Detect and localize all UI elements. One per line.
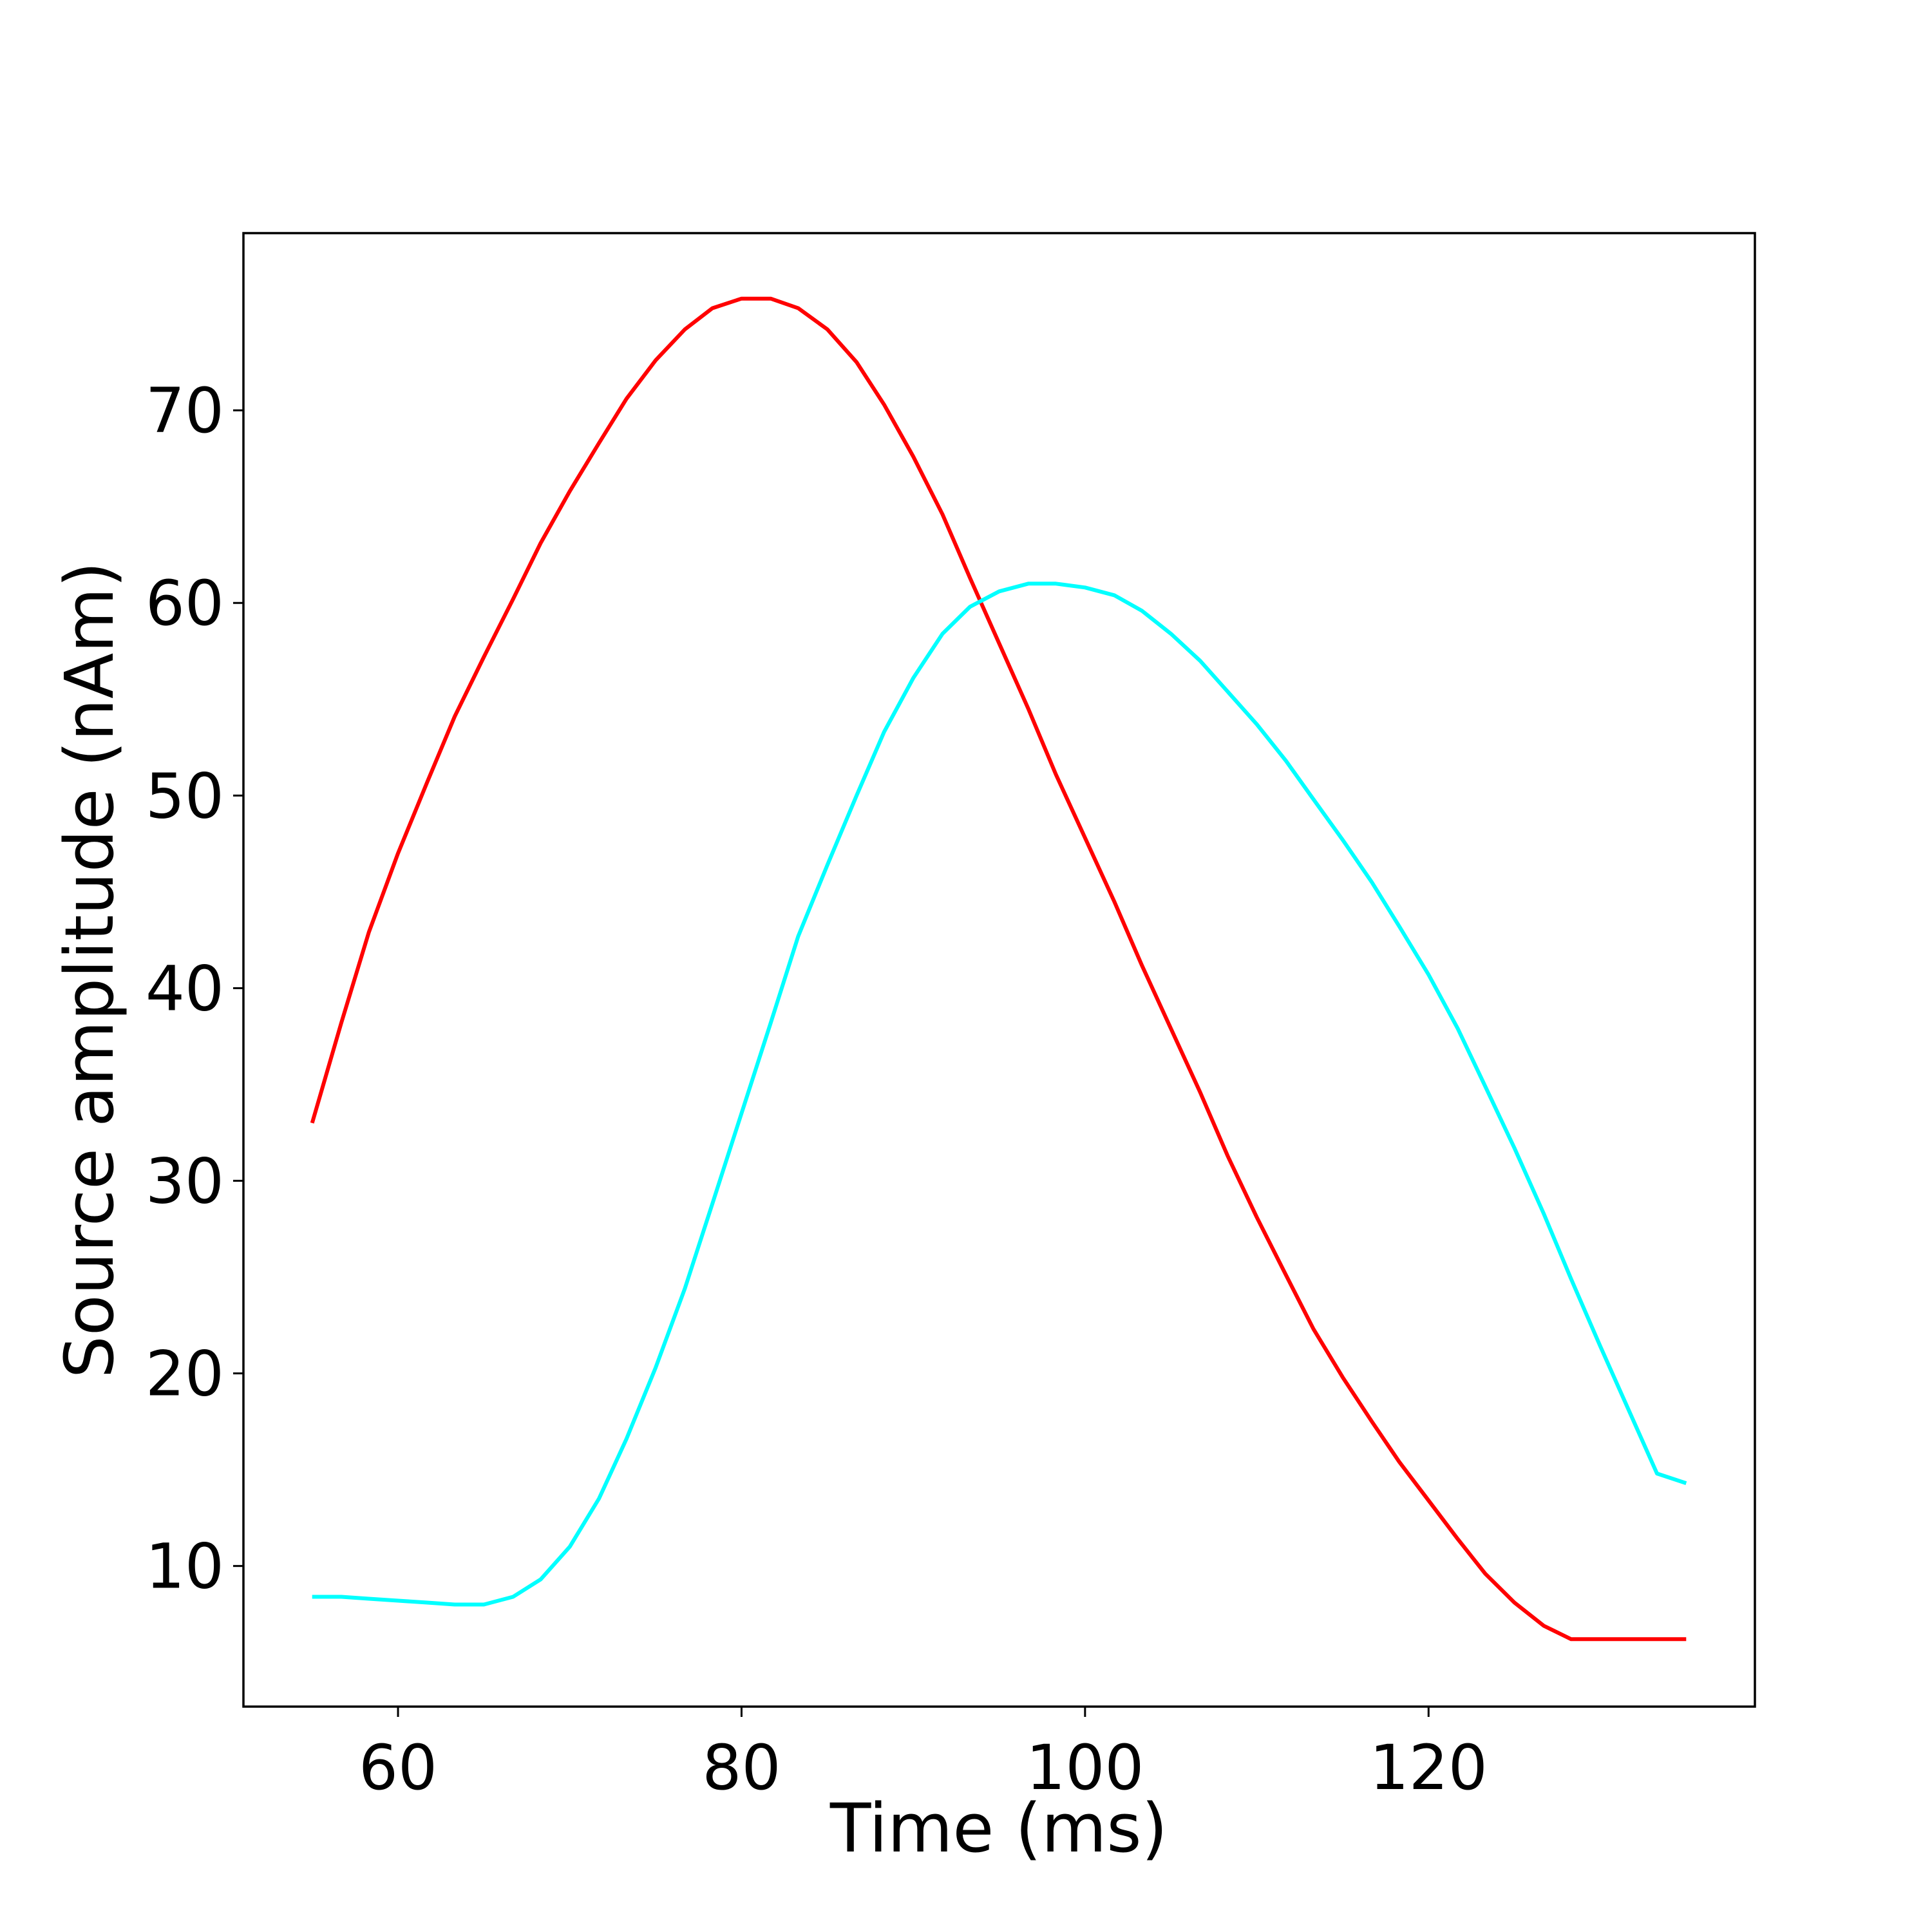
- ticks-layer: 60 80 100 120 10 20 30 40 50 60 70: [146, 375, 1488, 1804]
- x-tick-label: 80: [702, 1732, 781, 1804]
- x-tick-label: 100: [1026, 1732, 1144, 1804]
- y-tick-label: 70: [146, 375, 224, 447]
- y-tick-label: 50: [146, 760, 224, 832]
- y-tick-label: 40: [146, 952, 224, 1025]
- y-tick-label: 60: [146, 567, 224, 639]
- y-axis-label: Source amplitude (nAm): [50, 562, 129, 1378]
- y-tick-label: 30: [146, 1145, 224, 1217]
- x-tick-label: 60: [359, 1732, 437, 1804]
- series-line-2: [312, 582, 1687, 1607]
- y-tick-label: 20: [146, 1338, 224, 1410]
- series-line-1: [310, 296, 1687, 1642]
- x-axis-label: Time (ms): [829, 1789, 1168, 1868]
- y-tick-label: 10: [146, 1531, 224, 1603]
- plot-area-frame: [242, 232, 1756, 1708]
- series-layer: [310, 296, 1687, 1642]
- x-tick-label: 120: [1370, 1732, 1488, 1804]
